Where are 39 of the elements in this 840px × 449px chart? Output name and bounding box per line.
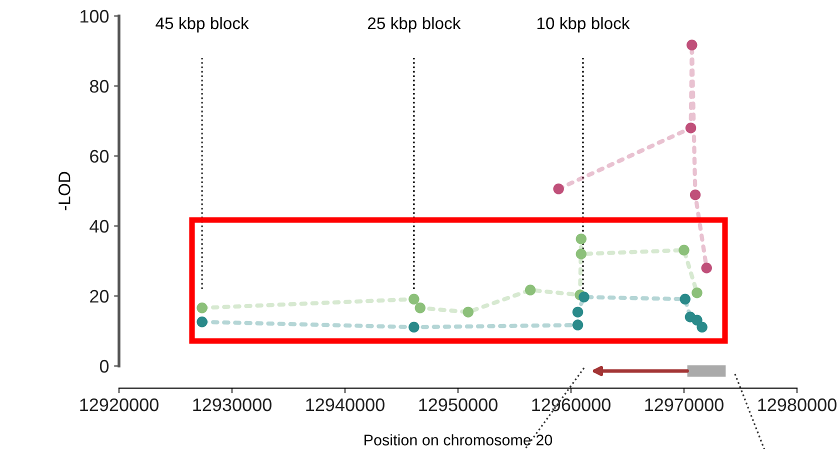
point [692, 287, 702, 298]
point [462, 306, 474, 318]
point [196, 302, 208, 314]
point [578, 292, 590, 302]
point [576, 234, 587, 244]
point [414, 302, 426, 314]
point [690, 189, 701, 200]
x-tick-label: 12950000 [419, 398, 498, 412]
x-tick-label: 12970000 [645, 398, 724, 412]
x-tick-label: 12960000 [532, 398, 610, 412]
point [196, 316, 208, 328]
x-tick-label: 12930000 [193, 398, 272, 412]
point [572, 320, 584, 330]
point [685, 122, 696, 134]
point [686, 40, 698, 50]
point [572, 306, 584, 318]
point [553, 184, 564, 194]
x-tick-label: 12980000 [758, 398, 836, 412]
y-tick-label: 20 [90, 290, 109, 303]
y-tick-label: 80 [90, 80, 109, 93]
point [524, 284, 536, 296]
point [408, 322, 420, 333]
ref-line-label: 45 kbp block [156, 16, 249, 33]
ref-line-label: 10 kbp block [537, 16, 630, 33]
point [408, 294, 420, 305]
y-tick-label: 0 [100, 360, 109, 373]
point [680, 294, 691, 305]
x-tick-label: 12940000 [306, 398, 384, 412]
y-tick-label: 60 [90, 150, 109, 163]
y-tick-label: 40 [90, 220, 109, 233]
ref-line-label: 25 kbp block [368, 16, 461, 33]
y-axis-title: -LOD [58, 172, 70, 210]
point [678, 244, 690, 256]
x-axis-title: Position on chromosome 20 [364, 434, 552, 446]
y-tick-label: 100 [80, 10, 109, 23]
point [576, 248, 587, 260]
point [701, 262, 712, 274]
point [696, 322, 708, 333]
x-tick-label: 12920000 [80, 398, 158, 412]
